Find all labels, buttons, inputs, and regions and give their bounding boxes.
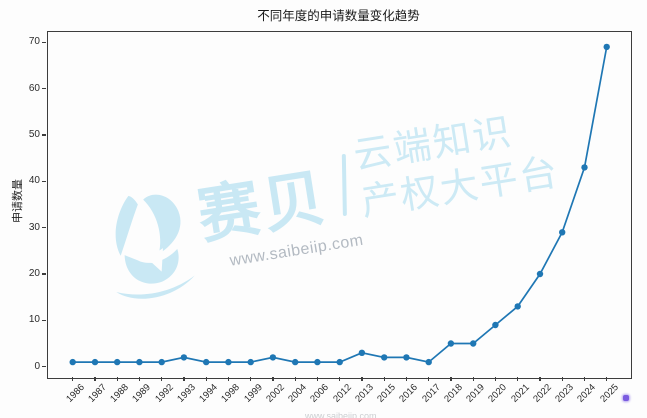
x-tick-mark xyxy=(361,377,363,382)
x-tick-mark xyxy=(539,377,541,382)
x-tick-mark xyxy=(583,377,586,382)
x-tick-mark xyxy=(116,377,118,382)
x-tick-mark xyxy=(339,377,341,382)
x-tick-label: 2025 xyxy=(597,381,621,405)
x-tick-mark xyxy=(272,377,274,382)
y-tick-label: 70 xyxy=(28,36,40,48)
x-tick-mark xyxy=(205,377,207,382)
y-tick-mark xyxy=(42,319,47,321)
right-edge-strip xyxy=(639,0,644,418)
x-tick-mark xyxy=(94,377,96,382)
x-tick-mark xyxy=(72,377,74,382)
chart-title: 不同年度的申请数量变化趋势 xyxy=(257,9,420,23)
y-tick-mark xyxy=(42,227,47,229)
x-tick-mark xyxy=(250,377,252,382)
x-tick-mark xyxy=(494,377,497,382)
y-tick-mark xyxy=(42,180,47,182)
y-tick-mark xyxy=(42,273,47,275)
x-tick-mark xyxy=(450,377,452,382)
watermark-bottom-remnant: www.saibeiip.com xyxy=(305,411,377,418)
stray-dot xyxy=(623,395,629,401)
y-tick-label: 0 xyxy=(34,360,40,372)
y-tick-label: 30 xyxy=(28,221,40,233)
y-tick-mark xyxy=(42,41,47,43)
x-tick-mark xyxy=(561,377,563,382)
x-tick-mark xyxy=(428,377,430,382)
x-tick-mark xyxy=(161,377,163,382)
x-tick-mark xyxy=(227,377,230,382)
x-tick-mark xyxy=(183,377,185,382)
x-tick-mark xyxy=(294,377,296,382)
x-tick-mark xyxy=(472,377,474,382)
x-tick-mark xyxy=(316,377,319,382)
x-tick-mark xyxy=(138,377,141,382)
y-tick-label: 50 xyxy=(28,128,40,140)
y-tick-label: 10 xyxy=(28,314,40,326)
x-tick-mark xyxy=(517,377,519,382)
y-tick-label: 20 xyxy=(28,268,40,279)
x-tick-mark xyxy=(405,377,408,382)
y-tick-mark xyxy=(42,134,47,136)
y-tick-label: 40 xyxy=(28,175,40,187)
x-tick-mark xyxy=(606,377,608,382)
x-tick-mark xyxy=(383,377,385,382)
plot-frame xyxy=(46,31,632,380)
y-tick-mark xyxy=(42,366,47,368)
y-tick-label: 60 xyxy=(28,82,40,94)
y-tick-mark xyxy=(42,88,47,90)
